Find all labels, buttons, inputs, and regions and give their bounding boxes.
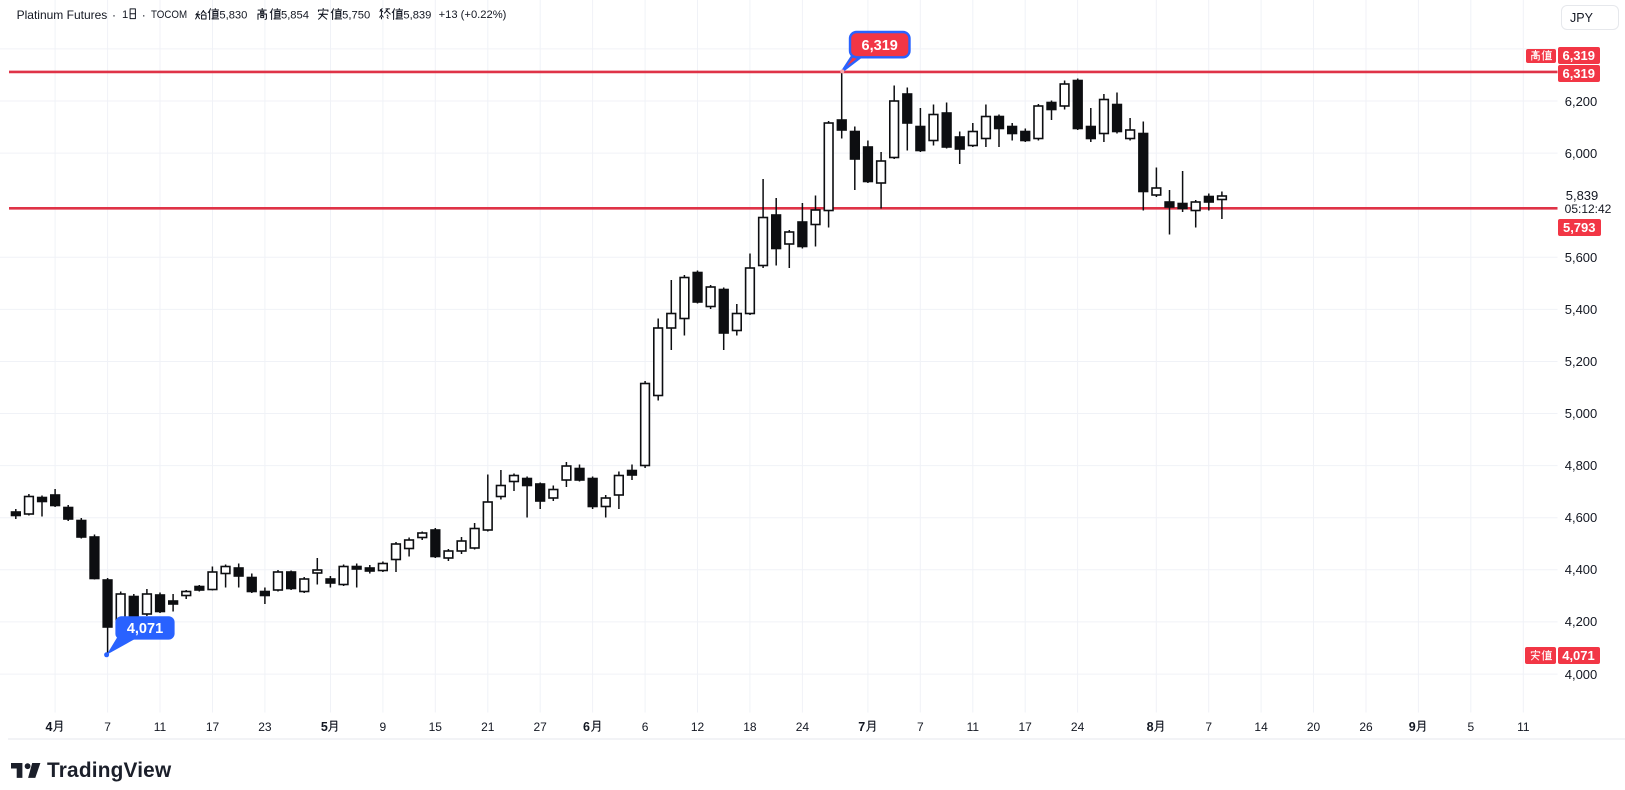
svg-text:4,071: 4,071 [127,621,163,637]
svg-text:6,319: 6,319 [862,38,898,54]
